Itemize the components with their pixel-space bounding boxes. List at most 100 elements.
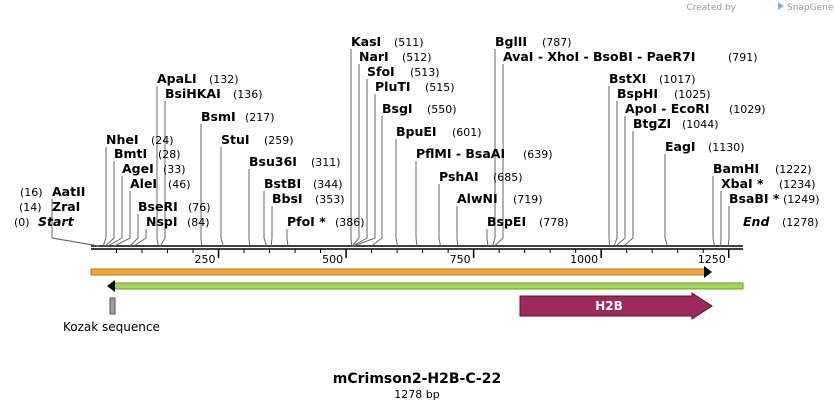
site-leader-line (486, 229, 489, 247)
site-name: StuI (221, 132, 250, 147)
site-position: (791) (728, 51, 758, 64)
site-position: (512) (402, 51, 432, 64)
site-name: BsmI (201, 109, 236, 124)
site-position: (1222) (775, 163, 812, 176)
site-position: (1025) (674, 88, 711, 101)
site-name: EagI (665, 139, 696, 154)
site-leader-line (494, 64, 504, 247)
site-name: PflMI - BsaAI (416, 146, 505, 161)
site-name: BmtI (114, 146, 147, 161)
site-leader-line (712, 176, 715, 247)
site-position: (511) (394, 36, 424, 49)
site-name: BspHI (617, 86, 658, 101)
site-name: AleI (130, 176, 157, 191)
site-leader-line (286, 229, 289, 247)
site-name: PfoI * (287, 214, 326, 229)
site-name: BpuEI (396, 124, 437, 139)
sequence-backbone (91, 245, 743, 250)
feature-h2b[interactable]: H2B (519, 292, 713, 320)
site-name: AgeI (122, 161, 154, 176)
site-leader-line (415, 161, 418, 247)
site-position: (132) (209, 73, 239, 86)
site-leader-line (438, 184, 441, 247)
arrow-right-icon (704, 266, 712, 278)
site-position: (513) (410, 66, 440, 79)
site-name: XbaI * (721, 176, 764, 191)
site-leader-lines (51, 49, 730, 247)
site-position: (719) (513, 193, 543, 206)
site-leader-line (248, 169, 251, 247)
site-name: AlwNI (457, 191, 498, 206)
ruler: 250 500 750 1000 1250 (195, 249, 730, 266)
arrow-left-icon (107, 280, 115, 292)
site-leader-line (492, 49, 496, 247)
site-position: (217) (245, 111, 275, 124)
site-position: (84) (187, 216, 210, 229)
site-position: (353) (315, 193, 345, 206)
site-name: NspI (146, 214, 178, 229)
credit-prefix: Created by (686, 3, 736, 13)
site-name: BsgI (382, 101, 413, 116)
site-position: (136) (233, 88, 263, 101)
site-leader-line (102, 147, 107, 247)
ruler-tick-label: 1000 (570, 253, 598, 266)
site-position: (601) (452, 126, 482, 139)
ruler-tick-label: 250 (195, 253, 216, 266)
site-leader-line (351, 64, 360, 247)
site-name: KasI (351, 34, 381, 49)
site-leader-line (133, 229, 147, 247)
site-name: PshAI (439, 169, 479, 184)
snapgene-logo-icon (778, 2, 784, 10)
site-position: (33) (163, 163, 186, 176)
site-position: (778) (539, 216, 569, 229)
site-name: End (743, 214, 770, 229)
site-leader-line (129, 214, 139, 247)
site-leader-line (613, 101, 618, 247)
feature-green (107, 280, 744, 292)
site-leader-line (664, 154, 668, 247)
site-name: ApoI - EcoRI (625, 101, 710, 116)
site-leader-line (51, 199, 100, 247)
site-position: (16) (20, 186, 43, 199)
site-position: (0) (14, 216, 30, 229)
site-position: (685) (493, 171, 523, 184)
site-name: BsaBI * (729, 191, 780, 206)
credit-brand: SnapGene (787, 3, 834, 13)
h2b-label: H2B (595, 299, 623, 313)
site-position: (1017) (659, 73, 696, 86)
site-name: ZraI (52, 199, 80, 214)
site-leader-line (104, 161, 115, 247)
site-name: Start (38, 214, 75, 229)
site-position: (515) (425, 81, 455, 94)
site-leader-line (263, 191, 267, 247)
site-position: (787) (542, 36, 572, 49)
site-leader-line (200, 124, 203, 247)
site-position: (639) (523, 148, 553, 161)
site-position: (311) (311, 156, 341, 169)
feature-orange (90, 266, 712, 278)
site-name: NheI (106, 132, 139, 147)
site-name: BglII (495, 34, 527, 49)
site-position: (259) (264, 134, 294, 147)
site-name: BspEI (487, 214, 526, 229)
plasmid-title: mCrimson2-H2B-C-22 (333, 371, 501, 387)
plasmid-length: 1278 bp (394, 388, 439, 401)
site-leader-line (727, 206, 730, 247)
snapgene-credit: Created by SnapGene (686, 2, 834, 13)
site-position: (1130) (708, 141, 745, 154)
site-name: BbsI (272, 191, 303, 206)
site-leader-line (114, 191, 131, 247)
site-name: AatII (52, 184, 85, 199)
site-name: NarI (359, 49, 389, 64)
ruler-tick-label: 500 (322, 253, 343, 266)
feature-kozak: Kozak sequence (63, 297, 160, 334)
site-leader-line (159, 101, 166, 247)
site-position: (550) (427, 103, 457, 116)
site-name: BsiHKAI (165, 86, 221, 101)
site-position: (1029) (729, 103, 766, 116)
site-position: (14) (19, 201, 42, 214)
site-name: BtgZI (633, 116, 671, 131)
site-leader-line (107, 176, 123, 247)
site-name: BstBI (264, 176, 301, 191)
